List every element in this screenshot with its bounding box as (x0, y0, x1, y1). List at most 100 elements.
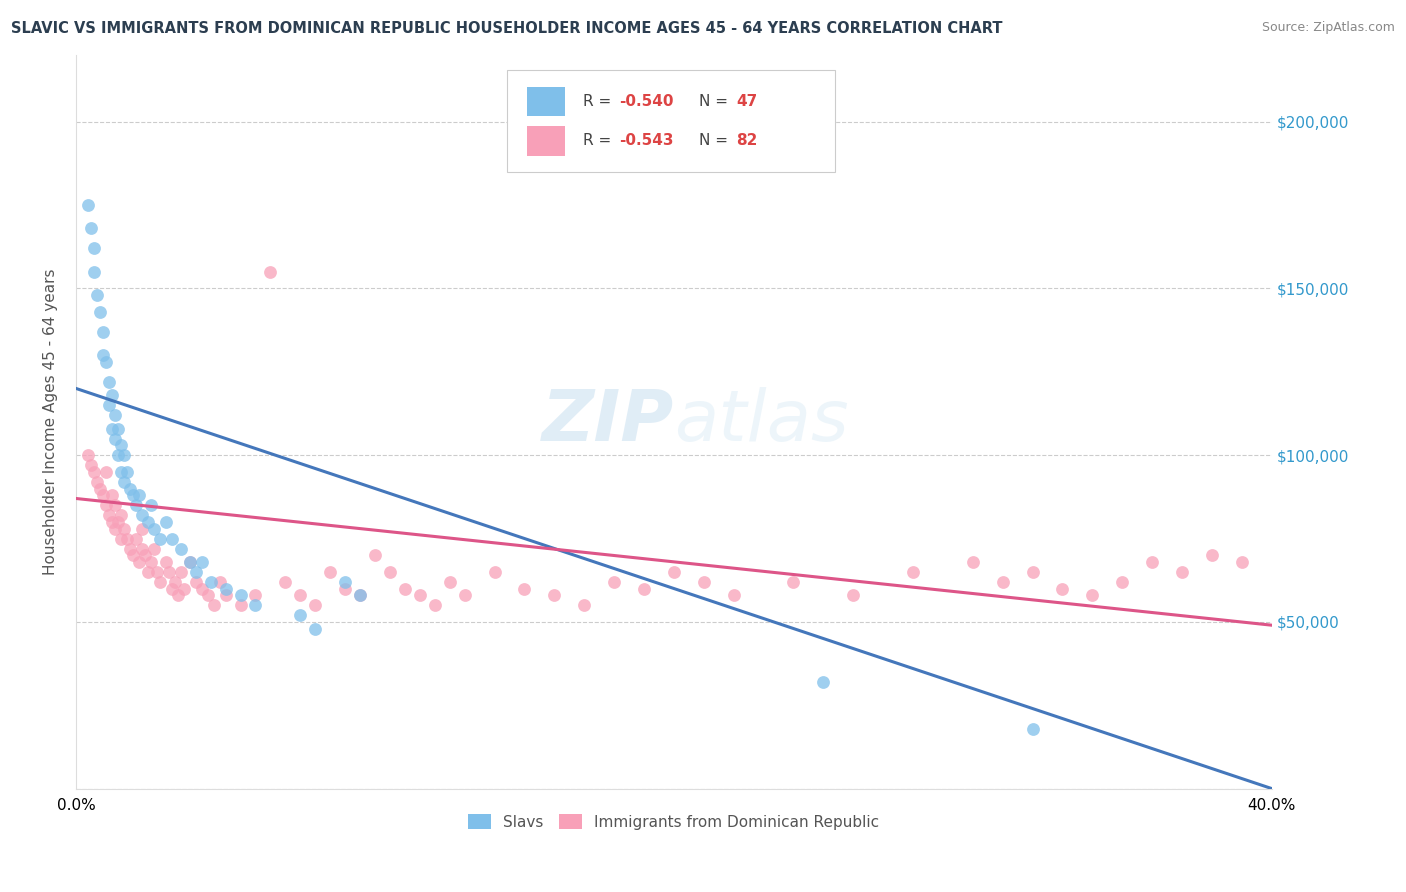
Point (723, 588, 745, 602)
Point (208, 574, 231, 589)
Point (101, 388, 124, 402)
Point (122, 548, 145, 562)
Text: atlas: atlas (673, 387, 848, 457)
Point (122, 488, 145, 502)
Point (91, 488, 114, 502)
Point (107, 515, 129, 529)
Point (662, 565, 685, 579)
Point (80, 458, 103, 472)
Point (349, 588, 371, 602)
Point (200, 574, 222, 589)
Point (1021, 722, 1043, 736)
Point (1171, 565, 1194, 579)
Point (91, 348, 114, 362)
Point (101, 515, 124, 529)
Point (107, 448, 129, 462)
Point (125, 532, 148, 546)
Point (149, 532, 172, 546)
Point (104, 408, 127, 422)
Point (1052, 582, 1074, 596)
Point (214, 582, 236, 596)
Point (98, 398, 121, 412)
Point (163, 574, 186, 589)
Point (139, 498, 162, 512)
FancyBboxPatch shape (527, 87, 565, 116)
Point (160, 582, 183, 596)
Point (131, 521, 153, 535)
Point (77, 448, 100, 462)
Point (94, 498, 117, 512)
Point (349, 588, 371, 602)
Point (259, 265, 281, 279)
Text: Source: ZipAtlas.com: Source: ZipAtlas.com (1261, 21, 1395, 34)
Point (94, 465, 117, 479)
Point (409, 588, 432, 602)
Point (107, 421, 129, 435)
Text: -0.540: -0.540 (619, 94, 673, 109)
Point (136, 515, 159, 529)
Point (89, 482, 111, 496)
Point (166, 588, 188, 602)
Point (184, 565, 207, 579)
Point (333, 574, 356, 589)
Point (77, 198, 100, 212)
Point (484, 565, 506, 579)
Point (229, 588, 252, 602)
Point (245, 598, 267, 612)
Point (98, 375, 121, 389)
Point (86, 288, 108, 302)
Point (112, 475, 135, 489)
Point (142, 541, 165, 556)
Point (83, 465, 105, 479)
Point (101, 421, 124, 435)
Point (83, 242, 105, 256)
Point (128, 488, 150, 502)
Point (134, 548, 156, 562)
Point (1111, 574, 1133, 589)
Point (184, 574, 207, 589)
Point (603, 574, 626, 589)
FancyBboxPatch shape (506, 70, 835, 172)
Point (160, 532, 183, 546)
Point (139, 555, 162, 569)
Point (98, 508, 121, 523)
Point (155, 555, 177, 569)
Point (170, 541, 193, 556)
Text: R =: R = (583, 94, 616, 109)
Point (110, 438, 132, 452)
Text: 82: 82 (735, 134, 758, 148)
Point (202, 598, 225, 612)
Point (214, 588, 236, 602)
Point (86, 475, 108, 489)
Point (290, 608, 312, 623)
Point (128, 555, 150, 569)
Text: N =: N = (699, 94, 733, 109)
Point (333, 582, 356, 596)
Point (901, 565, 924, 579)
Point (1140, 555, 1163, 569)
Text: SLAVIC VS IMMIGRANTS FROM DOMINICAN REPUBLIC HOUSEHOLDER INCOME AGES 45 - 64 YEA: SLAVIC VS IMMIGRANTS FROM DOMINICAN REPU… (11, 21, 1002, 36)
Point (131, 541, 153, 556)
Point (101, 488, 124, 502)
Point (94, 355, 117, 369)
Point (574, 598, 596, 612)
Point (91, 325, 114, 339)
Point (125, 498, 148, 512)
Point (304, 598, 326, 612)
Point (378, 565, 401, 579)
Text: -0.543: -0.543 (619, 134, 673, 148)
Point (991, 574, 1014, 589)
Point (112, 448, 135, 462)
Point (149, 574, 172, 589)
Point (290, 588, 312, 602)
Text: 47: 47 (735, 94, 758, 109)
Text: R =: R = (583, 134, 616, 148)
Point (962, 555, 984, 569)
Point (190, 582, 212, 596)
Point (104, 432, 127, 446)
Point (693, 574, 716, 589)
Point (118, 482, 141, 496)
Point (131, 508, 153, 523)
Point (274, 574, 297, 589)
Point (1081, 588, 1104, 602)
